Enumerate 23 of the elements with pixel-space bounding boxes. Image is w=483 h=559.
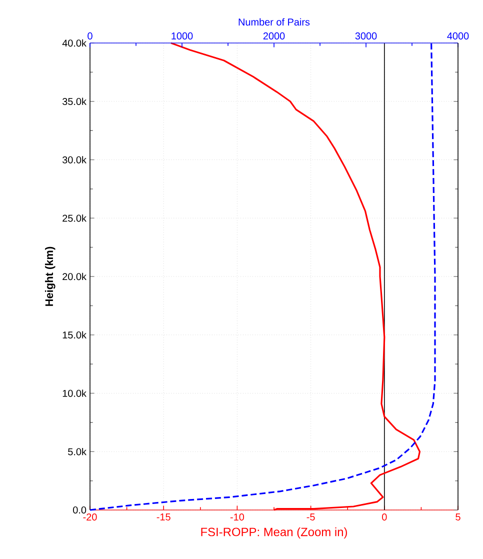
x-tick-label: -20 — [83, 514, 97, 521]
y-tick-label: 30.0k — [62, 156, 86, 164]
y-tick-label: 40.0k — [62, 39, 86, 47]
y-tick-label: 25.0k — [62, 214, 86, 222]
x-tick-label: 0 — [382, 514, 387, 521]
y-tick-label: 5.0k — [68, 448, 86, 456]
y-tick-label: 35.0k — [62, 98, 86, 106]
x-tick-label: 5 — [456, 514, 460, 520]
x2-tick-label: 3000 — [355, 32, 377, 40]
y-tick-label: 10.0k — [62, 390, 86, 397]
x-tick-label: -15 — [156, 514, 170, 520]
x2-tick-label: 0 — [88, 32, 92, 40]
x-tick-label: -5 — [306, 514, 315, 520]
y-tick-label: 15.0k — [62, 331, 86, 339]
y-axis-title: Height (km) — [45, 246, 56, 306]
x2-axis-title: Number of Pairs — [238, 18, 310, 26]
x-tick-label: -10 — [230, 514, 244, 521]
y-tick-label: 0.0 — [73, 506, 86, 514]
x2-tick-label: 1000 — [172, 32, 193, 40]
x2-tick-label: 2000 — [263, 32, 285, 40]
x-axis-title: FSI-ROPP: Mean (Zoom in) — [201, 527, 347, 539]
y-tick-label: 20.0k — [62, 272, 86, 280]
x2-tick-label: 4000 — [447, 32, 469, 40]
